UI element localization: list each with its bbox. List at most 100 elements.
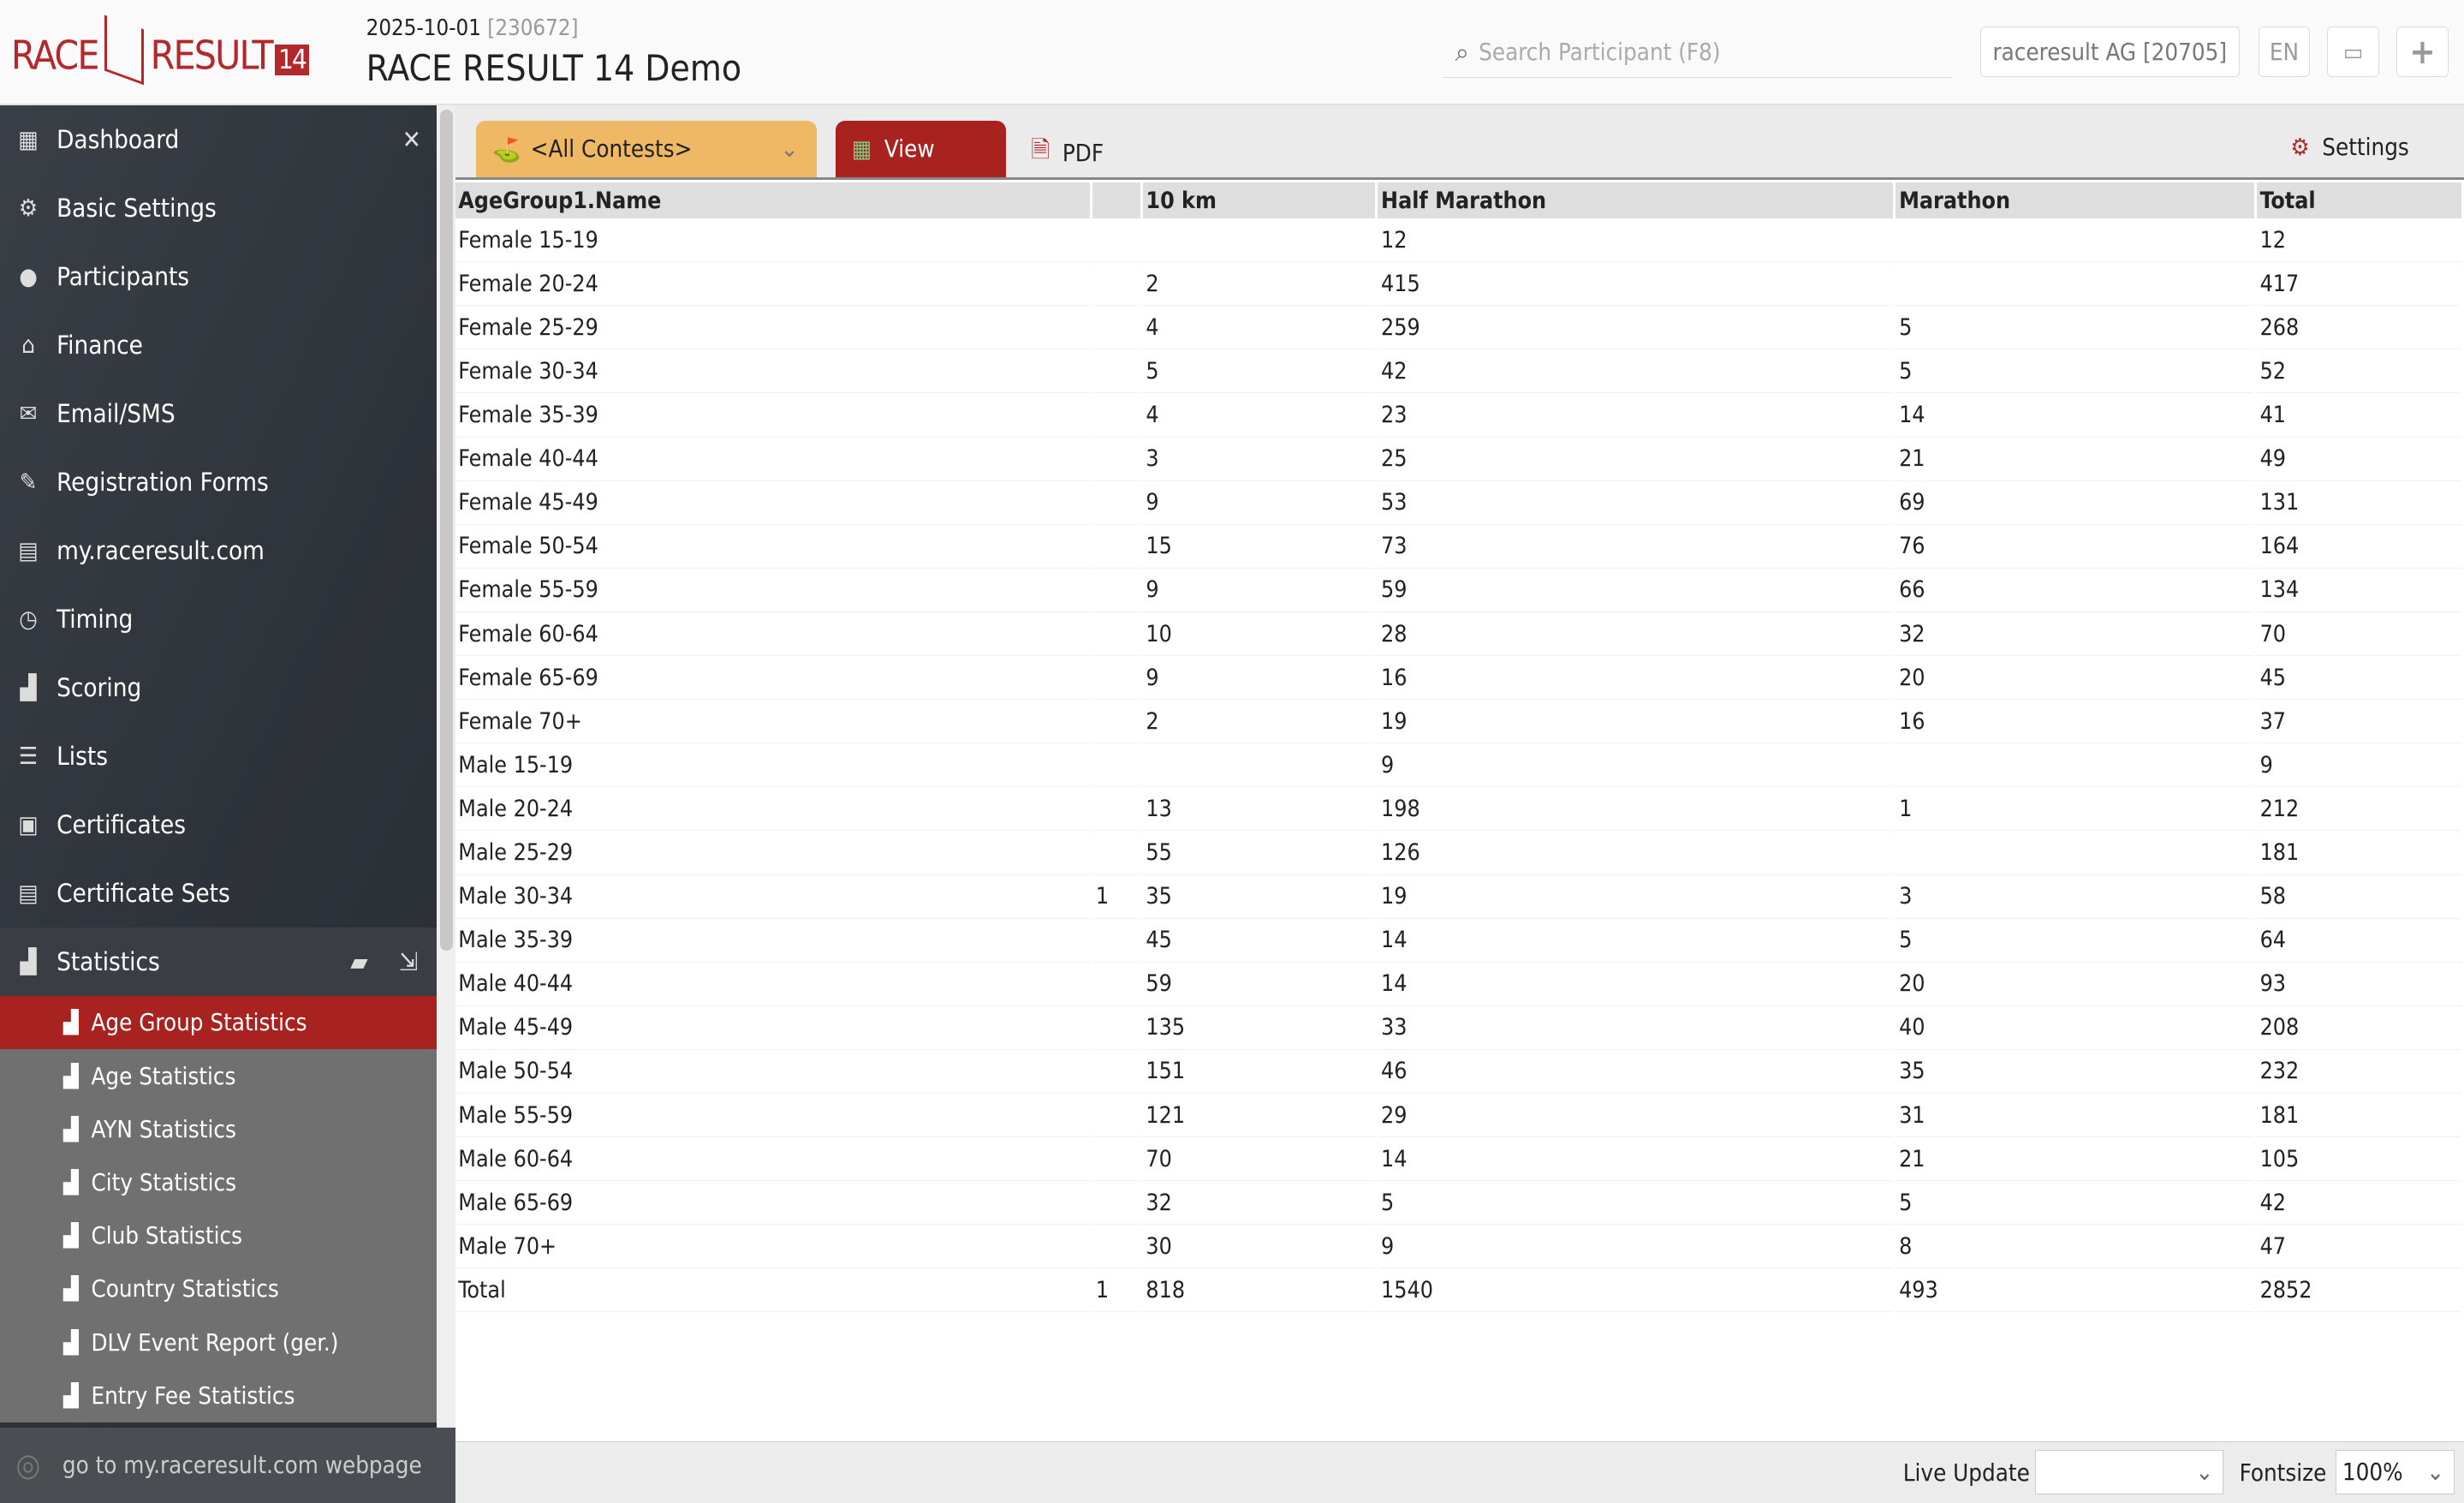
sidebar-item-finance[interactable]: ⌂ Finance — [0, 311, 437, 379]
import-icon[interactable]: ⇲ — [399, 947, 419, 977]
contest-select[interactable]: ⛳ <All Contests> ⌄ — [476, 121, 818, 178]
sidebar-item-label: Lists — [57, 742, 108, 772]
sidebar-item-my-raceresult-com[interactable]: ▤ my.raceresult.com — [0, 516, 437, 585]
table-cell: 93 — [2256, 963, 2462, 1006]
column-header[interactable]: 10 km — [1142, 182, 1376, 219]
sidebar-scrollbar[interactable] — [439, 110, 453, 951]
table-row: Female 20-24 2 415 417 — [455, 262, 2462, 307]
table-cell — [1092, 1094, 1140, 1138]
table-cell: 35 — [1142, 875, 1376, 919]
sidebar-item-label: Email/SMS — [57, 399, 176, 429]
sidebar-item-registration-forms[interactable]: ✎ Registration Forms — [0, 448, 437, 516]
table-cell: 131 — [2256, 481, 2462, 525]
table-cell: Male 15-19 — [455, 743, 1091, 788]
fontsize-select[interactable]: 100% ⌄ — [2335, 1450, 2455, 1494]
table-cell: Female 65-69 — [455, 656, 1091, 701]
table-cell: 20 — [1896, 656, 2254, 701]
column-header[interactable]: Total — [2256, 182, 2462, 219]
sidebar-item-certificate-sets[interactable]: ▤ Certificate Sets — [0, 859, 437, 927]
table-cell: 69 — [1896, 481, 2254, 525]
table-cell — [1092, 743, 1140, 788]
table-cell: Male 65-69 — [455, 1181, 1091, 1226]
sidebar-item-certificates[interactable]: ▣ Certificates — [0, 790, 437, 859]
table-cell — [1092, 1006, 1140, 1050]
table-row: Male 55-59 121 29 31 181 — [455, 1094, 2462, 1138]
sidebar-subitem[interactable]: ▟ Club Statistics — [0, 1209, 437, 1263]
search-placeholder: Search Participant (F8) — [1479, 39, 1721, 67]
table-cell — [1142, 743, 1376, 788]
table-row: Male 45-49 135 33 40 208 — [455, 1006, 2462, 1050]
table-cell — [1896, 218, 2254, 263]
sidebar-subitem[interactable]: ▟ Country Statistics — [0, 1262, 437, 1316]
sidebar-item-email-sms[interactable]: ✉ Email/SMS — [0, 379, 437, 448]
table-cell: Female 60-64 — [455, 612, 1091, 657]
settings-button[interactable]: ⚙ Settings — [2290, 134, 2408, 161]
column-header[interactable]: Marathon — [1896, 182, 2254, 219]
sidebar-subitem[interactable]: ▟ AYN Statistics — [0, 1102, 437, 1156]
table-row: Male 40-44 59 14 20 93 — [455, 963, 2462, 1006]
table-cell: 15 — [1142, 525, 1376, 569]
table-cell: 121 — [1142, 1094, 1376, 1138]
table-cell: 164 — [2256, 525, 2462, 569]
live-update-select[interactable]: ⌄ — [2034, 1450, 2224, 1494]
plus-icon[interactable]: + — [2396, 27, 2449, 78]
webpage-link[interactable]: ◎ go to my.raceresult.com webpage — [0, 1427, 456, 1503]
table-cell: 5 — [1896, 919, 2254, 963]
table-row: Female 65-69 9 16 20 45 — [455, 656, 2462, 701]
account-button[interactable]: raceresult AG [20705] — [1979, 27, 2240, 78]
sidebar-item-lists[interactable]: ☰ Lists — [0, 722, 437, 790]
fontsize-value: 100% — [2342, 1458, 2403, 1486]
search-input[interactable]: ⌕ Search Participant (F8) — [1442, 28, 1952, 78]
sidebar-subitem[interactable]: ▟ City Statistics — [0, 1155, 437, 1210]
column-header[interactable]: Half Marathon — [1378, 182, 1894, 219]
table-cell: Female 25-29 — [455, 306, 1091, 350]
event-date: 2025-10-01 [230672] — [366, 15, 579, 41]
search-icon: ⌕ — [1455, 37, 1470, 67]
add-folder-icon[interactable]: ▰ — [350, 947, 368, 977]
chart-icon: ▟ — [63, 1329, 79, 1356]
route-icon: ⛳ — [491, 135, 521, 164]
language-button[interactable]: EN — [2258, 27, 2311, 78]
unpin-icon[interactable]: ✕ — [402, 124, 421, 154]
view-button[interactable]: ▦ View — [836, 121, 1006, 178]
table-icon: ▦ — [851, 135, 872, 164]
sidebar-item-dashboard[interactable]: ▦ Dashboard ✕ — [0, 105, 437, 174]
table-cell: Female 70+ — [455, 700, 1091, 744]
table-cell: 30 — [1142, 1225, 1376, 1269]
sidebar-subitem[interactable]: ▟ DLV Event Report (ger.) — [0, 1315, 437, 1369]
sidebar-item-scoring[interactable]: ▟ Scoring — [0, 653, 437, 722]
table-cell: Female 40-44 — [455, 438, 1091, 481]
podium-icon: ▟ — [20, 674, 37, 702]
sidebar-item-timing[interactable]: ◷ Timing — [0, 585, 437, 653]
statistics-table: AgeGroup1.Name 10 km Half Marathon Marathon… — [453, 182, 2464, 1313]
logo[interactable]: RACE RESULT 14 — [11, 15, 309, 86]
table-cell — [1092, 656, 1140, 701]
table-cell: 21 — [1896, 438, 2254, 481]
settings-icon: ⚙ — [2290, 134, 2310, 161]
sidebar-subitem-label: Club Statistics — [91, 1222, 243, 1250]
webpage-link-label: go to my.raceresult.com webpage — [62, 1451, 422, 1479]
table-cell: 9 — [2256, 743, 2462, 788]
sidebar-subitem[interactable]: ▟ Entry Fee Statistics — [0, 1369, 437, 1422]
column-header[interactable] — [1092, 182, 1140, 219]
window-icon[interactable]: ▭ — [2327, 27, 2380, 78]
table-row: Male 65-69 32 5 5 42 — [455, 1181, 2462, 1226]
sidebar-subitem[interactable]: ▟ Age Statistics — [0, 1049, 437, 1103]
sidebar-item-participants[interactable]: ● Participants — [0, 242, 437, 311]
pdf-button[interactable]: 🗎 PDF — [1031, 134, 1104, 173]
sidebar-item-statistics[interactable]: ▟ Statistics ▰ ⇲ — [0, 927, 437, 997]
header: RACE RESULT 14 2025-10-01 [230672] RACE RE… — [0, 0, 2464, 107]
table-cell: Female 50-54 — [455, 525, 1091, 569]
sidebar-item-label: Finance — [57, 331, 143, 361]
table-cell — [1092, 349, 1140, 394]
sidebar-subitem[interactable]: ▟ Age Group Statistics — [0, 996, 437, 1050]
table-row: Female 25-29 4 259 5 268 — [455, 306, 2462, 350]
table-cell: 5 — [1896, 306, 2254, 350]
column-header[interactable]: AgeGroup1.Name — [455, 182, 1091, 219]
table-cell: 417 — [2256, 262, 2462, 307]
table-cell: 1 — [1092, 875, 1140, 919]
table-cell — [1092, 1225, 1140, 1269]
table-cell: 49 — [2256, 438, 2462, 481]
sidebar-item-basic-settings[interactable]: ⚙ Basic Settings — [0, 174, 437, 242]
table-cell: 45 — [1142, 919, 1376, 963]
